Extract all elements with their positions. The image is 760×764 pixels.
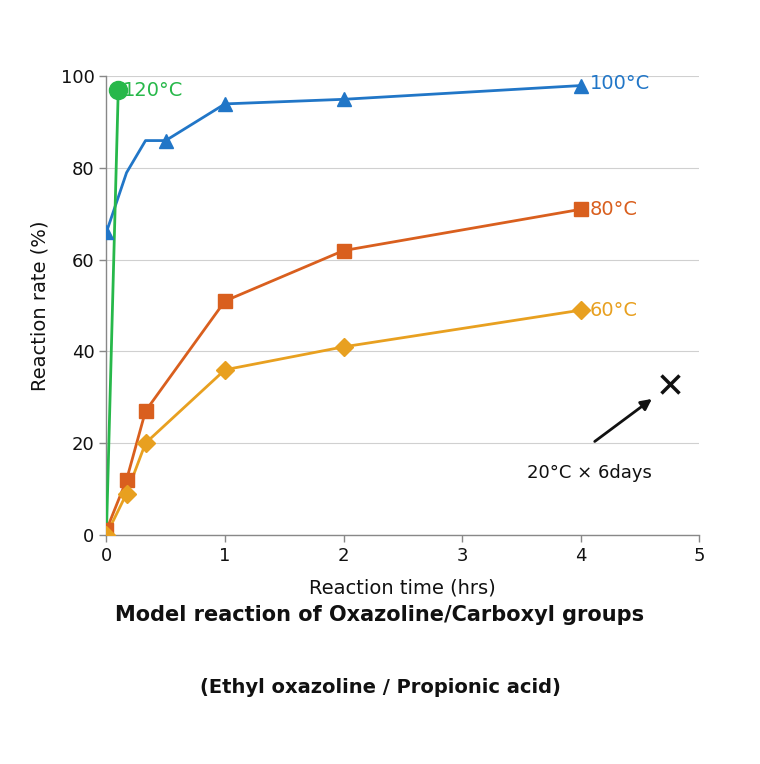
- Text: 120°C: 120°C: [123, 81, 183, 99]
- X-axis label: Reaction time (hrs): Reaction time (hrs): [309, 578, 496, 597]
- Text: 80°C: 80°C: [590, 200, 638, 219]
- Text: 60°C: 60°C: [590, 301, 638, 319]
- Text: Model reaction of Oxazoline/Carboxyl groups: Model reaction of Oxazoline/Carboxyl gro…: [116, 605, 644, 625]
- Text: 100°C: 100°C: [590, 74, 651, 92]
- Text: (Ethyl oxazoline / Propionic acid): (Ethyl oxazoline / Propionic acid): [200, 678, 560, 697]
- Y-axis label: Reaction rate (%): Reaction rate (%): [30, 220, 49, 391]
- Text: 20°C × 6days: 20°C × 6days: [527, 464, 652, 482]
